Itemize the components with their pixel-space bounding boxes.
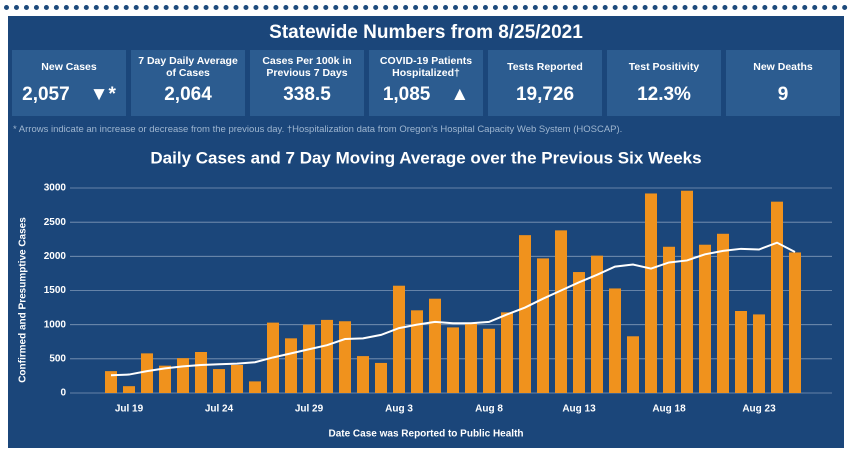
tile-label: COVID-19 Patients Hospitalized†	[379, 55, 473, 79]
dashboard: Statewide Numbers from 8/25/2021 New Cas…	[8, 16, 844, 448]
bar	[393, 285, 405, 393]
tile-value: 338.5	[283, 84, 331, 105]
bar	[321, 319, 333, 393]
tile-value-row: 2,057 ▼*	[22, 84, 116, 106]
tile-value: 9	[777, 84, 789, 105]
moving-average-line	[110, 241, 796, 377]
bar	[591, 255, 603, 393]
stat-tile: Test Positivity 12.3%	[607, 50, 721, 116]
bar	[771, 201, 783, 393]
chart-title: Daily Cases and 7 Day Moving Average ove…	[150, 148, 701, 167]
x-tick-label: Aug 8	[475, 404, 503, 415]
y-tick-label: 1500	[44, 285, 67, 296]
bar	[501, 312, 513, 393]
bar	[717, 233, 729, 393]
change-indicator: ▼*	[89, 84, 116, 105]
bar	[735, 311, 747, 393]
stat-tile: Tests Reported 19,726	[488, 50, 602, 116]
x-axis-label: Date Case was Reported to Public Health	[328, 429, 523, 440]
bar	[231, 364, 243, 393]
bar	[105, 371, 117, 393]
tile-value-row: 338.5	[283, 84, 331, 106]
bar	[609, 288, 621, 393]
change-indicator: ▲	[450, 84, 470, 105]
chart: Daily Cases and 7 Day Moving Average ove…	[18, 148, 832, 440]
y-tick-label: 1000	[44, 319, 67, 330]
y-tick-label: 500	[49, 353, 66, 364]
y-tick-label: 2500	[44, 217, 67, 228]
bar	[627, 336, 639, 393]
bar	[159, 365, 171, 393]
x-tick-label: Aug 3	[385, 404, 413, 415]
tile-value-row: 9	[778, 84, 789, 106]
bar	[555, 230, 567, 393]
bar	[429, 298, 441, 393]
stat-tile: 7 Day Daily Average of Cases 2,064	[131, 50, 245, 116]
x-tick-label: Jul 19	[115, 404, 144, 415]
stat-tile: New Deaths 9	[726, 50, 840, 116]
tile-value-row: 19,726	[516, 84, 574, 106]
x-tick-label: Jul 24	[205, 404, 234, 415]
bar	[357, 356, 369, 393]
bar	[465, 323, 477, 393]
tile-value: 12.3%	[637, 84, 691, 105]
tile-value: 2,064	[164, 84, 212, 105]
y-tick-label: 3000	[44, 183, 67, 194]
tiles: New Cases 2,057 ▼* 7 Day Daily Average of C…	[12, 50, 840, 116]
bar	[285, 338, 297, 393]
bar	[483, 328, 495, 393]
tile-value: 19,726	[515, 84, 575, 105]
bar	[123, 386, 135, 393]
y-tick-label: 0	[60, 388, 66, 399]
bar	[303, 324, 315, 393]
bar	[411, 310, 423, 393]
tile-label: 7 Day Daily Average of Cases	[138, 55, 238, 79]
bar	[573, 272, 585, 393]
y-tick-label: 2000	[44, 251, 67, 262]
bar	[339, 321, 351, 393]
tile-label: New Cases	[41, 61, 97, 73]
bar	[519, 235, 531, 393]
bar	[681, 190, 693, 393]
bar	[789, 252, 801, 393]
tile-value-row: 12.3%	[637, 84, 691, 106]
bar	[645, 193, 657, 393]
footnote: * Arrows indicate an increase or decreas…	[13, 124, 623, 135]
tile-label: New Deaths	[753, 61, 813, 73]
y-axis-label: Confirmed and Presumptive Cases	[18, 217, 29, 383]
tile-value-row: 1,085 ▲	[383, 84, 469, 106]
bar	[177, 358, 189, 393]
bar	[663, 246, 675, 393]
bar	[375, 362, 387, 393]
x-tick-label: Aug 13	[562, 404, 596, 415]
tile-value: 1,085	[382, 84, 431, 105]
stat-tile: COVID-19 Patients Hospitalized† 1,085 ▲	[369, 50, 483, 116]
bar	[753, 314, 765, 393]
tile-label: Tests Reported	[507, 61, 583, 73]
header-title: Statewide Numbers from 8/25/2021	[269, 22, 583, 43]
bar	[195, 352, 207, 393]
bar	[213, 369, 225, 393]
bar	[537, 258, 549, 393]
stat-tile: New Cases 2,057 ▼*	[12, 50, 126, 116]
tile-label: Test Positivity	[628, 61, 700, 73]
tile-value: 2,057	[22, 84, 70, 105]
bar	[141, 353, 153, 393]
tile-label: Cases Per 100k in Previous 7 Days	[262, 55, 352, 79]
dotted-border	[4, 5, 848, 10]
x-tick-label: Aug 18	[652, 404, 686, 415]
stat-tile: Cases Per 100k in Previous 7 Days 338.5	[250, 50, 364, 116]
bar	[699, 244, 711, 393]
bar	[447, 327, 459, 393]
x-tick-label: Jul 29	[295, 404, 324, 415]
x-tick-label: Aug 23	[742, 404, 776, 415]
tile-value-row: 2,064	[164, 84, 212, 106]
bar	[249, 381, 261, 393]
